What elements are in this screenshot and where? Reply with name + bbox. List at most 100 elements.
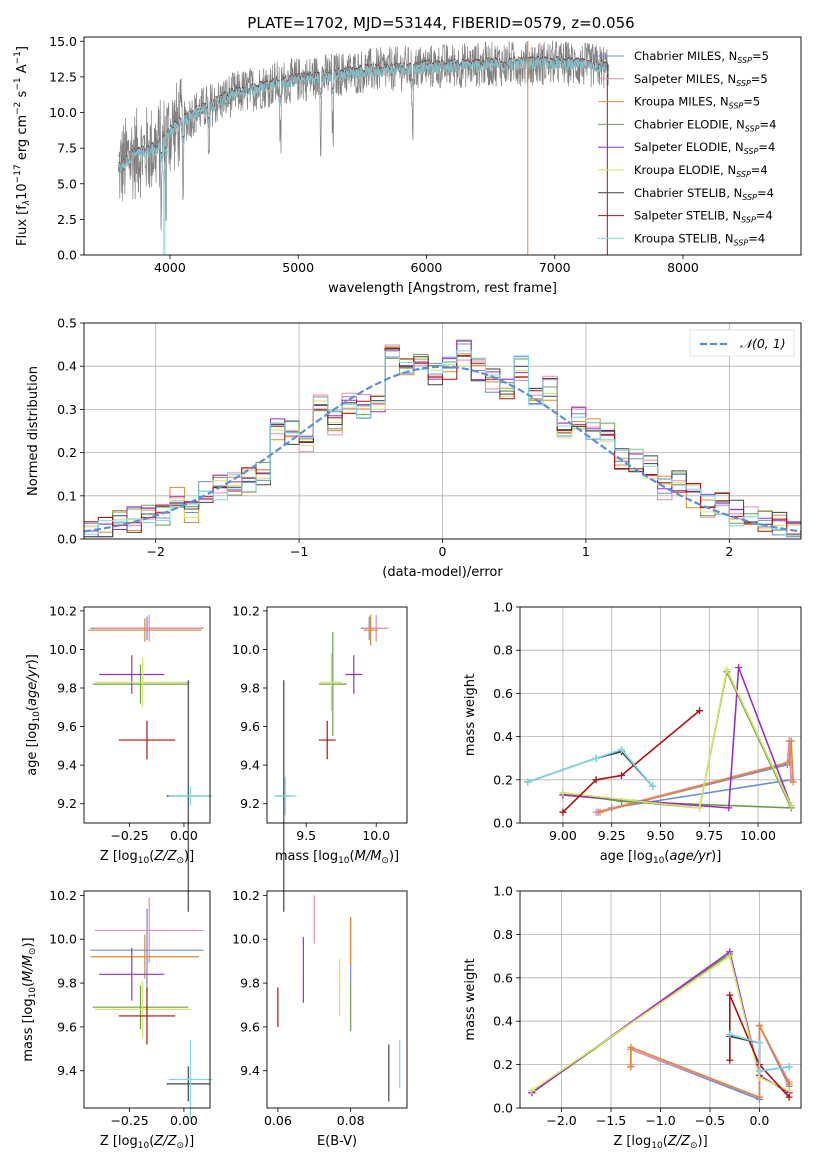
x-tick-label: 6000 xyxy=(411,260,443,275)
x-tick-label: 1 xyxy=(582,544,590,559)
series-marker xyxy=(726,1056,734,1064)
axes-frame xyxy=(83,322,802,540)
series-marker xyxy=(723,666,731,674)
y-tick-label: 0.2 xyxy=(493,1057,513,1072)
x-tick-label: 4000 xyxy=(154,260,186,275)
y-tick-label: 10.0 xyxy=(232,642,260,657)
x-tick-label: 9.00 xyxy=(549,828,577,843)
residual-histogram-panel: −2 −1 0 1 2 0.0 0.1 0.2 0.3 0.4 0.5 𝒩(0, 1) (data-mo… xyxy=(26,316,802,580)
x-tick-label: 9.5 xyxy=(296,828,316,843)
series-marker xyxy=(559,808,567,816)
y-tick-label: 9.8 xyxy=(57,976,77,991)
observed-spectrum-line xyxy=(118,40,609,231)
axes-frame xyxy=(519,890,802,1109)
axes-frame xyxy=(83,606,211,824)
x-tick-label: 0.08 xyxy=(337,1113,365,1128)
series-line xyxy=(599,740,794,813)
legend-entry: Kroupa STELIB, NSSP=4 xyxy=(634,231,765,247)
y-tick-label: 0.4 xyxy=(493,729,513,744)
y-tick-label: 0.0 xyxy=(57,248,77,263)
legend-box xyxy=(689,329,795,357)
series-line xyxy=(531,954,790,1092)
y-tick-label: 0.2 xyxy=(57,445,77,460)
legend-entry: Kroupa ELODIE, NSSP=4 xyxy=(634,163,768,179)
y-tick-label: 9.6 xyxy=(57,1019,77,1034)
series-marker xyxy=(755,1093,763,1101)
y-tick-label: 0.4 xyxy=(493,1014,513,1029)
series-line xyxy=(729,994,790,1098)
series-marker xyxy=(755,1022,763,1030)
y-tick-label: 0.8 xyxy=(493,927,513,942)
histogram-step-line xyxy=(84,350,801,537)
x-tick-label: −2.0 xyxy=(546,1113,576,1128)
series-marker xyxy=(617,771,625,779)
series-line xyxy=(729,1033,790,1073)
y-axis-label: mass weight xyxy=(463,958,478,1040)
axes-frame xyxy=(83,890,211,1109)
series-marker xyxy=(785,759,793,767)
series-marker xyxy=(696,707,704,715)
x-tick-label: 0.0 xyxy=(749,1113,769,1128)
x-tick-label: −1.0 xyxy=(645,1113,675,1128)
y-tick-label: 5.0 xyxy=(57,176,77,191)
series-marker xyxy=(559,789,567,797)
axes-frame xyxy=(266,606,408,824)
x-axis-label: Z [log10(Z/Z⊙)] xyxy=(100,849,194,866)
y-tick-label: 9.4 xyxy=(240,1063,260,1078)
y-tick-label: 10.0 xyxy=(49,932,77,947)
y-tick-label: 1.0 xyxy=(493,884,513,899)
series-marker xyxy=(726,952,734,960)
y-tick-label: 10.0 xyxy=(49,642,77,657)
series-marker xyxy=(789,778,797,786)
x-tick-label: 5000 xyxy=(282,260,314,275)
legend-entry: Chabrier MILES, NSSP=5 xyxy=(634,49,769,65)
x-tick-label: 8000 xyxy=(667,260,699,275)
x-tick-label: 9.75 xyxy=(695,828,723,843)
series-marker xyxy=(726,1030,734,1038)
series-line xyxy=(527,748,654,787)
x-axis-label: E(B-V) xyxy=(317,1134,357,1149)
x-tick-label: −1 xyxy=(290,544,308,559)
y-tick-label: 10.0 xyxy=(49,105,77,120)
y-tick-label: 9.6 xyxy=(57,719,77,734)
x-tick-label: 0.06 xyxy=(264,1113,292,1128)
series-marker xyxy=(696,804,704,812)
model-spectrum-line xyxy=(118,56,609,174)
series-marker xyxy=(735,663,743,671)
axes-frame xyxy=(266,890,408,1109)
legend-entry: 𝒩(0, 1) xyxy=(740,336,786,351)
x-tick-label: 0.00 xyxy=(170,1113,198,1128)
y-tick-label: 0.0 xyxy=(57,532,77,547)
y-tick-label: 2.5 xyxy=(57,212,77,227)
y-tick-label: 9.6 xyxy=(240,719,260,734)
x-axis-label: (data-model)/error xyxy=(382,565,503,580)
series-marker xyxy=(787,802,795,810)
series-marker xyxy=(785,1063,793,1071)
series-marker xyxy=(785,1087,793,1095)
spectrum-panel: 4000 5000 6000 7000 8000 0.0 2.5 5.0 7.5 10.0 12.5… xyxy=(13,34,802,296)
series-marker xyxy=(785,1080,793,1088)
legend-entry: Chabrier STELIB, NSSP=4 xyxy=(634,186,774,202)
legend-entry: Chabrier ELODIE, NSSP=4 xyxy=(634,117,776,133)
figure-title: PLATE=1702, MJD=53144, FIBERID=0579, z=0… xyxy=(247,14,634,32)
y-tick-label: 0.8 xyxy=(493,643,513,658)
x-tick-label: −0.25 xyxy=(110,1113,148,1128)
y-tick-label: 12.5 xyxy=(49,69,77,84)
x-tick-label: −2 xyxy=(146,544,164,559)
x-tick-label: 0.00 xyxy=(170,828,198,843)
x-tick-label: 9.25 xyxy=(598,828,626,843)
y-tick-label: 0.2 xyxy=(493,772,513,787)
y-tick-label: 9.8 xyxy=(240,681,260,696)
series-marker xyxy=(649,782,657,790)
x-tick-label: 10.00 xyxy=(740,828,776,843)
y-tick-label: 0.0 xyxy=(493,1101,513,1116)
y-tick-label: 0.0 xyxy=(493,816,513,831)
y-tick-label: 9.2 xyxy=(240,796,260,811)
y-tick-label: 1.0 xyxy=(493,600,513,615)
series-marker xyxy=(785,1093,793,1101)
age-vs-mass-panel: 9.5 10.0 9.2 9.4 9.6 9.8 10.0 10.2 mass [log10(M… xyxy=(232,603,408,912)
y-axis-label: mass weight xyxy=(463,674,478,756)
y-tick-label: 15.0 xyxy=(49,34,77,49)
axes-frame xyxy=(83,36,802,256)
y-tick-label: 9.2 xyxy=(57,796,77,811)
